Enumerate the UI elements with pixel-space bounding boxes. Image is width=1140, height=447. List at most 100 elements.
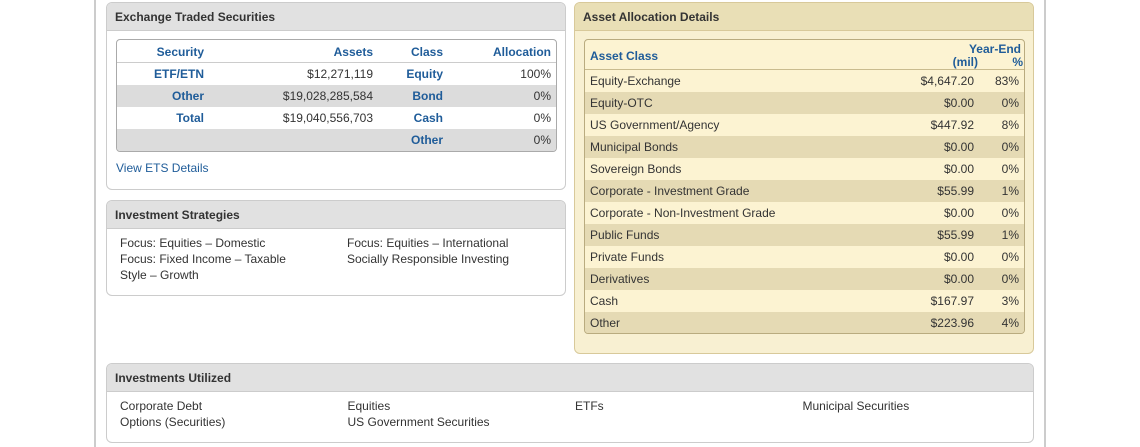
table-cell: 3% [1001,294,1019,308]
table-row: Total $19,040,556,703 Cash 0% [117,107,556,129]
utilized-item: Corporate Debt [120,399,203,413]
strategies-panel: Investment Strategies Focus: Equities – … [106,200,566,296]
utilized-item: US Government Securities [347,415,490,429]
table-cell: $55.99 [937,184,974,198]
table-row: Corporate - Non-Investment Grade $0.00 0% [585,202,1024,224]
table-cell: Derivatives [590,272,650,286]
table-cell: 0% [1001,96,1019,110]
table-row: Cash $167.97 3% [585,290,1024,312]
table-row: ETF/ETN $12,271,119 Equity 100% [117,63,556,85]
col-header: Assets [333,45,373,59]
table-cell: Equity [406,67,443,81]
allocation-table: Asset Class Year-End (mil) % Equity-Exch… [584,39,1025,334]
table-cell: 8% [1001,118,1019,132]
utilized-item: Options (Securities) [120,415,226,429]
page-border [1044,0,1046,447]
table-cell: $0.00 [943,140,974,154]
strategy-item: Focus: Equities – Domestic [120,236,266,250]
header-row: Security Assets Class Allocation [117,40,556,63]
table-cell: 0% [1001,272,1019,286]
table-cell: Bond [412,89,443,103]
table-cell: Municipal Bonds [590,140,679,154]
table-cell: $19,028,285,584 [282,89,373,103]
table-cell: 0% [1001,140,1019,154]
table-cell: Corporate - Investment Grade [590,184,750,198]
utilized-panel: Investments Utilized Corporate Debt Equit… [106,363,1034,443]
table-row: Corporate - Investment Grade $55.99 1% [585,180,1024,202]
table-row: Public Funds $55.99 1% [585,224,1024,246]
table-row: Derivatives $0.00 0% [585,268,1024,290]
table-cell: Equity-OTC [590,96,653,110]
utilized-item: Equities [347,399,391,413]
table-cell: Cash [413,111,443,125]
table-row: Equity-OTC $0.00 0% [585,92,1024,114]
strategy-item: Style – Growth [120,268,199,282]
table-cell: US Government/Agency [590,118,720,132]
panel-title: Asset Allocation Details [575,3,1033,31]
panel-title: Investments Utilized [107,364,1033,392]
table-cell: Sovereign Bonds [590,162,682,176]
table-cell: Other [590,316,621,330]
utilized-item: Municipal Securities [802,399,910,413]
strategy-item: Focus: Equities – International [347,236,509,250]
ets-link[interactable]: View ETS Details [116,161,209,175]
table-cell: $0.00 [943,96,974,110]
table-cell: $167.97 [930,294,974,308]
strategy-item: Socially Responsible Investing [347,252,510,266]
table-cell: 0% [533,111,551,125]
table-row: Other $223.96 4% [585,312,1024,333]
table-cell: $12,271,119 [307,67,373,81]
table-cell: $0.00 [943,206,974,220]
table-cell: Other [410,133,443,147]
col-header: Asset Class [590,49,659,63]
table-cell: $0.00 [943,250,974,264]
col-header: Year-End [968,42,1021,56]
table-row: Equity-Exchange $4,647.20 83% [585,70,1024,92]
table-cell: Corporate - Non-Investment Grade [590,206,776,220]
table-cell: $0.00 [943,272,974,286]
col-header: Class [410,45,443,59]
table-cell: 83% [994,74,1019,88]
table-cell: $19,040,556,703 [282,111,373,125]
ets-table: Security Assets Class Allocation ETF/ETN $12,… [116,39,557,152]
table-cell: Other [171,89,204,103]
table-cell: $4,647.20 [920,74,974,88]
table-cell: 0% [1001,250,1019,264]
strategy-item: Focus: Fixed Income – Taxable [120,252,286,266]
table-row: Other 0% [117,129,556,151]
table-cell: 1% [1001,184,1019,198]
table-cell: 0% [1001,206,1019,220]
table-cell: 100% [520,67,551,81]
table-row: Sovereign Bonds $0.00 0% [585,158,1024,180]
table-cell: Private Funds [590,250,665,264]
table-cell: 1% [1001,228,1019,242]
table-cell: 0% [533,89,551,103]
panel-title: Exchange Traded Securities [107,3,565,31]
table-cell: $0.00 [943,162,974,176]
utilized-item: ETFs [575,399,604,413]
table-cell: Equity-Exchange [590,74,681,88]
page-border [94,0,96,447]
ets-panel: Exchange Traded Securities Security Asset… [106,2,566,190]
col-header: Security [156,45,204,59]
table-cell: 0% [1001,162,1019,176]
table-cell: 0% [533,133,551,147]
col-header: Allocation [492,45,551,59]
table-cell: Cash [590,294,619,308]
table-cell: ETF/ETN [154,67,204,81]
table-row: US Government/Agency $447.92 8% [585,114,1024,136]
table-cell: $55.99 [937,228,974,242]
table-row: Private Funds $0.00 0% [585,246,1024,268]
col-header: (mil) [952,55,978,69]
col-header: % [1012,55,1023,69]
table-cell: 4% [1001,316,1019,330]
panel-title: Investment Strategies [107,201,565,229]
table-row: Other $19,028,285,584 Bond 0% [117,85,556,107]
table-cell: Public Funds [590,228,660,242]
header-divider [585,69,1024,70]
table-cell: $223.96 [930,316,974,330]
table-cell: Total [176,111,204,125]
allocation-panel: Asset Allocation Details Asset Class Yea… [574,2,1034,354]
table-row: Municipal Bonds $0.00 0% [585,136,1024,158]
